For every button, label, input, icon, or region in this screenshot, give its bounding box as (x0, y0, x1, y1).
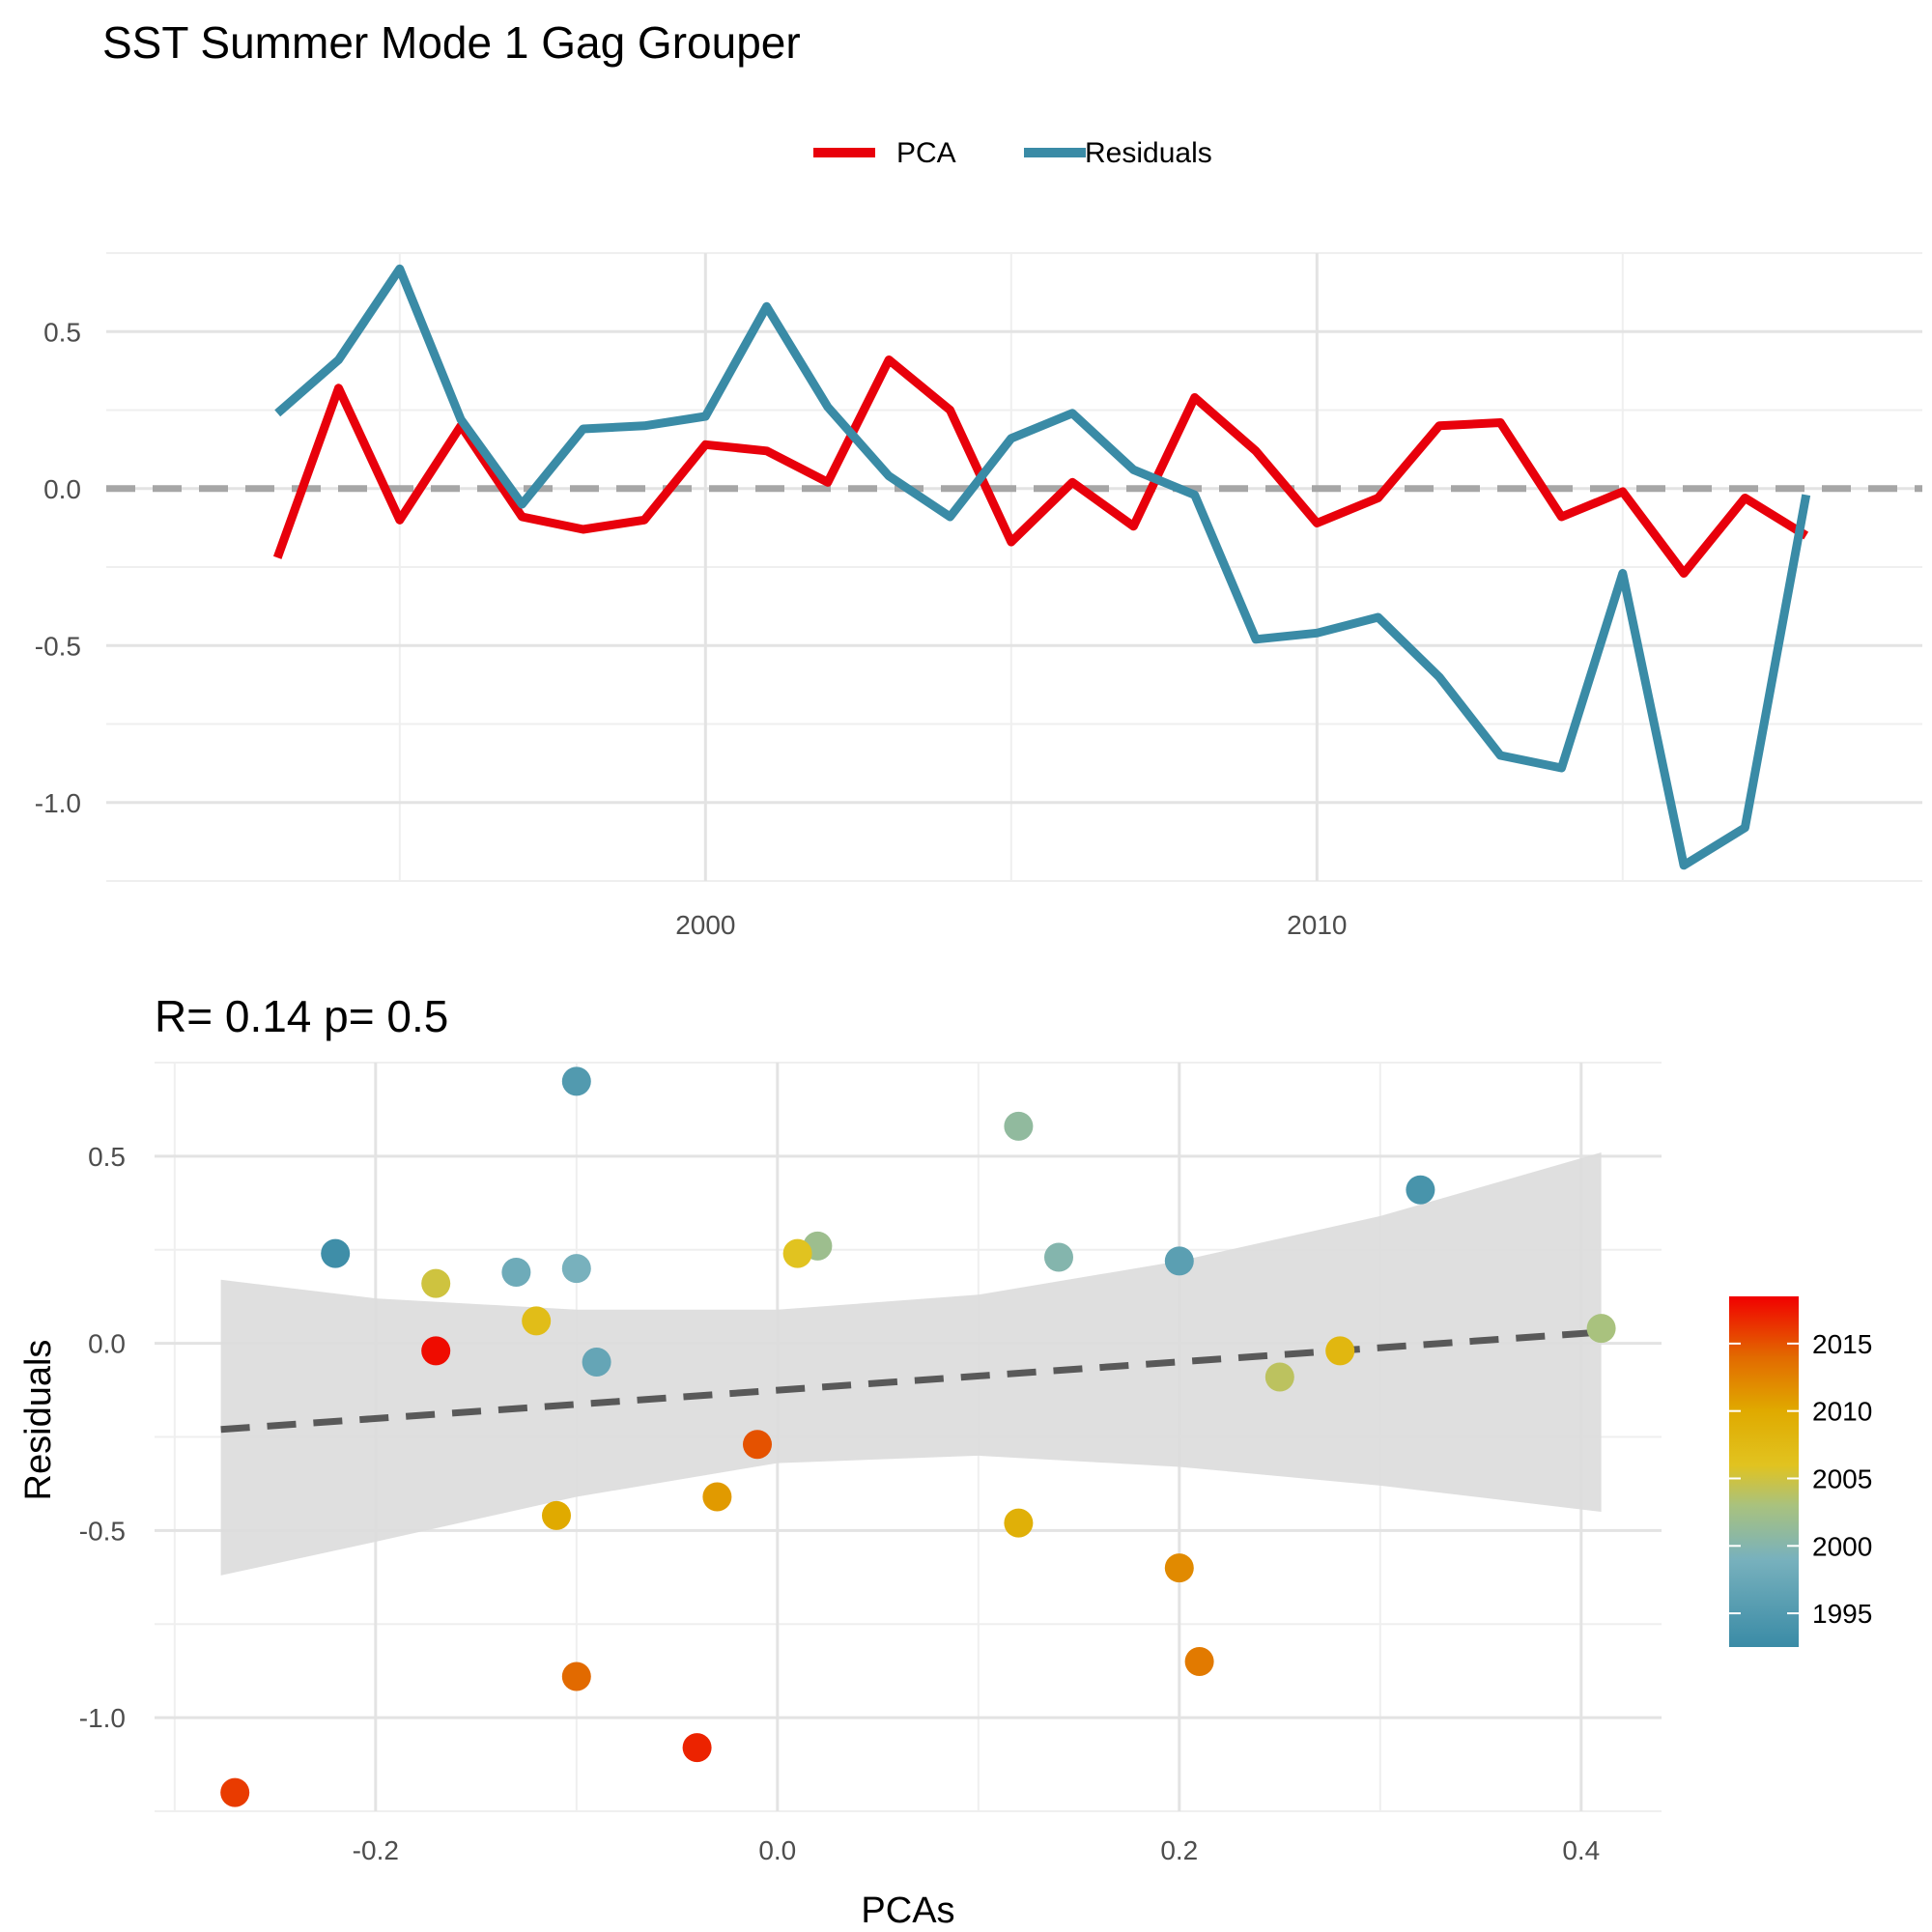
data-point (1164, 1246, 1194, 1276)
colorbar-tick-label: 2010 (1812, 1397, 1872, 1427)
data-point (682, 1733, 712, 1763)
x-tick-label: 2010 (1287, 910, 1347, 940)
y-tick-label: -0.5 (79, 1516, 126, 1546)
data-point (561, 1254, 591, 1284)
data-point (421, 1336, 451, 1366)
y-tick-label: -0.5 (35, 631, 81, 661)
timeseries-panel: -1.0 -0.5 0.0 0.5 2000 2010 (35, 252, 1922, 940)
x-axis-title: PCAs (861, 1890, 954, 1931)
data-point (1044, 1242, 1073, 1272)
data-point (561, 1662, 591, 1691)
series-line-residuals (274, 264, 1811, 870)
colorbar: 1995 2000 2005 2010 2015 (1729, 1296, 1872, 1647)
colorbar-gradient (1729, 1296, 1799, 1647)
colorbar-tick-label: 2005 (1812, 1463, 1872, 1493)
confidence-band (220, 1152, 1602, 1576)
data-point (1164, 1553, 1194, 1583)
data-point (782, 1238, 812, 1268)
data-point (421, 1268, 451, 1298)
series-line-pca (272, 355, 1809, 578)
colorbar-tick-label: 2000 (1812, 1531, 1872, 1561)
data-point (561, 1066, 591, 1096)
colorbar-tick-label: 1995 (1812, 1599, 1872, 1629)
data-point (702, 1482, 732, 1512)
data-point (743, 1430, 772, 1460)
data-point (1325, 1336, 1355, 1366)
y-tick-label: 0.5 (88, 1142, 126, 1172)
data-point (542, 1500, 571, 1530)
correlation-subtitle: R= 0.14 p= 0.5 (155, 991, 448, 1041)
data-point (1184, 1647, 1214, 1676)
chart-title: SST Summer Mode 1 Gag Grouper (102, 17, 801, 68)
colorbar-tick-label: 2015 (1812, 1329, 1872, 1359)
y-axis-title: Residuals (18, 1340, 59, 1501)
x-tick-label: 0.2 (1160, 1835, 1198, 1865)
data-point (522, 1306, 552, 1336)
y-tick-label: 0.5 (43, 317, 81, 347)
x-tick-label: 0.0 (758, 1835, 796, 1865)
data-point (582, 1348, 611, 1377)
data-point (1004, 1111, 1034, 1141)
legend-label-residuals: Residuals (1085, 137, 1212, 169)
scatter-panel: -1.0 -0.5 0.0 0.5 -0.2 0.0 0.2 0.4 (79, 1062, 1662, 1865)
data-point (1264, 1362, 1294, 1392)
data-point (1586, 1314, 1616, 1344)
y-tick-label: 0.0 (88, 1329, 126, 1359)
x-tick-label: -0.2 (353, 1835, 399, 1865)
data-point (220, 1777, 250, 1807)
legend-label-pca: PCA (896, 137, 956, 169)
x-tick-label: 0.4 (1562, 1835, 1600, 1865)
data-point (321, 1238, 351, 1268)
data-point (1406, 1175, 1435, 1205)
y-tick-label: -1.0 (79, 1703, 126, 1733)
y-tick-label: -1.0 (35, 788, 81, 818)
data-point (1004, 1508, 1034, 1538)
legend: PCA Residuals (813, 137, 1212, 169)
data-point (501, 1258, 531, 1287)
x-tick-label: 2000 (675, 910, 735, 940)
y-tick-label: 0.0 (43, 474, 81, 504)
